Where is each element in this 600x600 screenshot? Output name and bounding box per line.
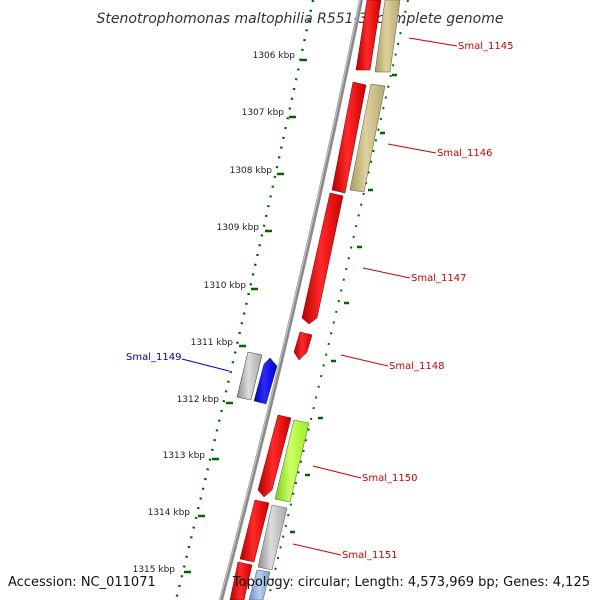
tick-label: 1311 kbp (191, 338, 234, 348)
cds-smal-1149-group (236, 351, 278, 405)
tick-label: 1313 kbp (163, 451, 206, 461)
tick-label: 1315 kbp (133, 565, 176, 575)
cds-smal-1147[interactable] (301, 192, 344, 325)
gene-label-smal-1150[interactable]: Smal_1150 (362, 473, 417, 484)
cds-tan-1146[interactable] (349, 83, 386, 193)
accession-text: Accession: NC_011071 (8, 575, 156, 590)
gene-label-smal-1148[interactable]: Smal_1148 (389, 361, 444, 372)
gene-label-smal-1149[interactable]: Smal_1149 (126, 352, 181, 363)
gene-label-smal-1145[interactable]: Smal_1145 (458, 41, 513, 52)
tick-label: 1310 kbp (204, 281, 247, 291)
gene-leader-lines (181, 37, 458, 556)
tick-label: 1308 kbp (230, 166, 273, 176)
cds-smal-1150[interactable] (257, 414, 292, 498)
tick-label: 1307 kbp (242, 108, 285, 118)
cds-red-lower[interactable] (239, 499, 270, 563)
tick-label: 1309 kbp (217, 223, 260, 233)
cds-smal-1149[interactable] (253, 357, 278, 405)
genome-backbone-highlight (219, 0, 361, 600)
outer-ticks (290, 73, 397, 534)
outer-ruler-track (267, 0, 409, 600)
cds-smal-1148[interactable] (293, 331, 313, 361)
tick-label: 1312 kbp (177, 395, 220, 405)
genome-backbone (219, 0, 363, 600)
topology-text: Topology: circular; Length: 4,573,969 bp… (232, 575, 590, 590)
gene-label-smal-1151[interactable]: Smal_1151 (342, 550, 397, 561)
cds-lime-1150[interactable] (274, 419, 310, 503)
gene-label-smal-1147[interactable]: Smal_1147 (411, 273, 466, 284)
ruler-ticks (184, 58, 307, 574)
gene-label-smal-1146[interactable]: Smal_1146 (437, 148, 492, 159)
cds-smal-1145[interactable] (355, 0, 382, 71)
tick-label: 1314 kbp (148, 508, 191, 518)
cds-red-bottom[interactable] (229, 561, 253, 600)
cds-grey-lower[interactable] (257, 504, 288, 571)
tick-label: 1306 kbp (253, 51, 296, 61)
cds-inner-track (229, 0, 382, 600)
cds-tan-top[interactable] (374, 0, 401, 73)
cds-smal-1146[interactable] (331, 81, 367, 194)
cds-grey-1149[interactable] (236, 351, 263, 401)
cds-outer-track (248, 0, 401, 600)
map-title: Stenotrophomonas maltophilia R551-3, com… (97, 11, 504, 27)
cds-light-blue-bottom[interactable] (248, 569, 271, 600)
